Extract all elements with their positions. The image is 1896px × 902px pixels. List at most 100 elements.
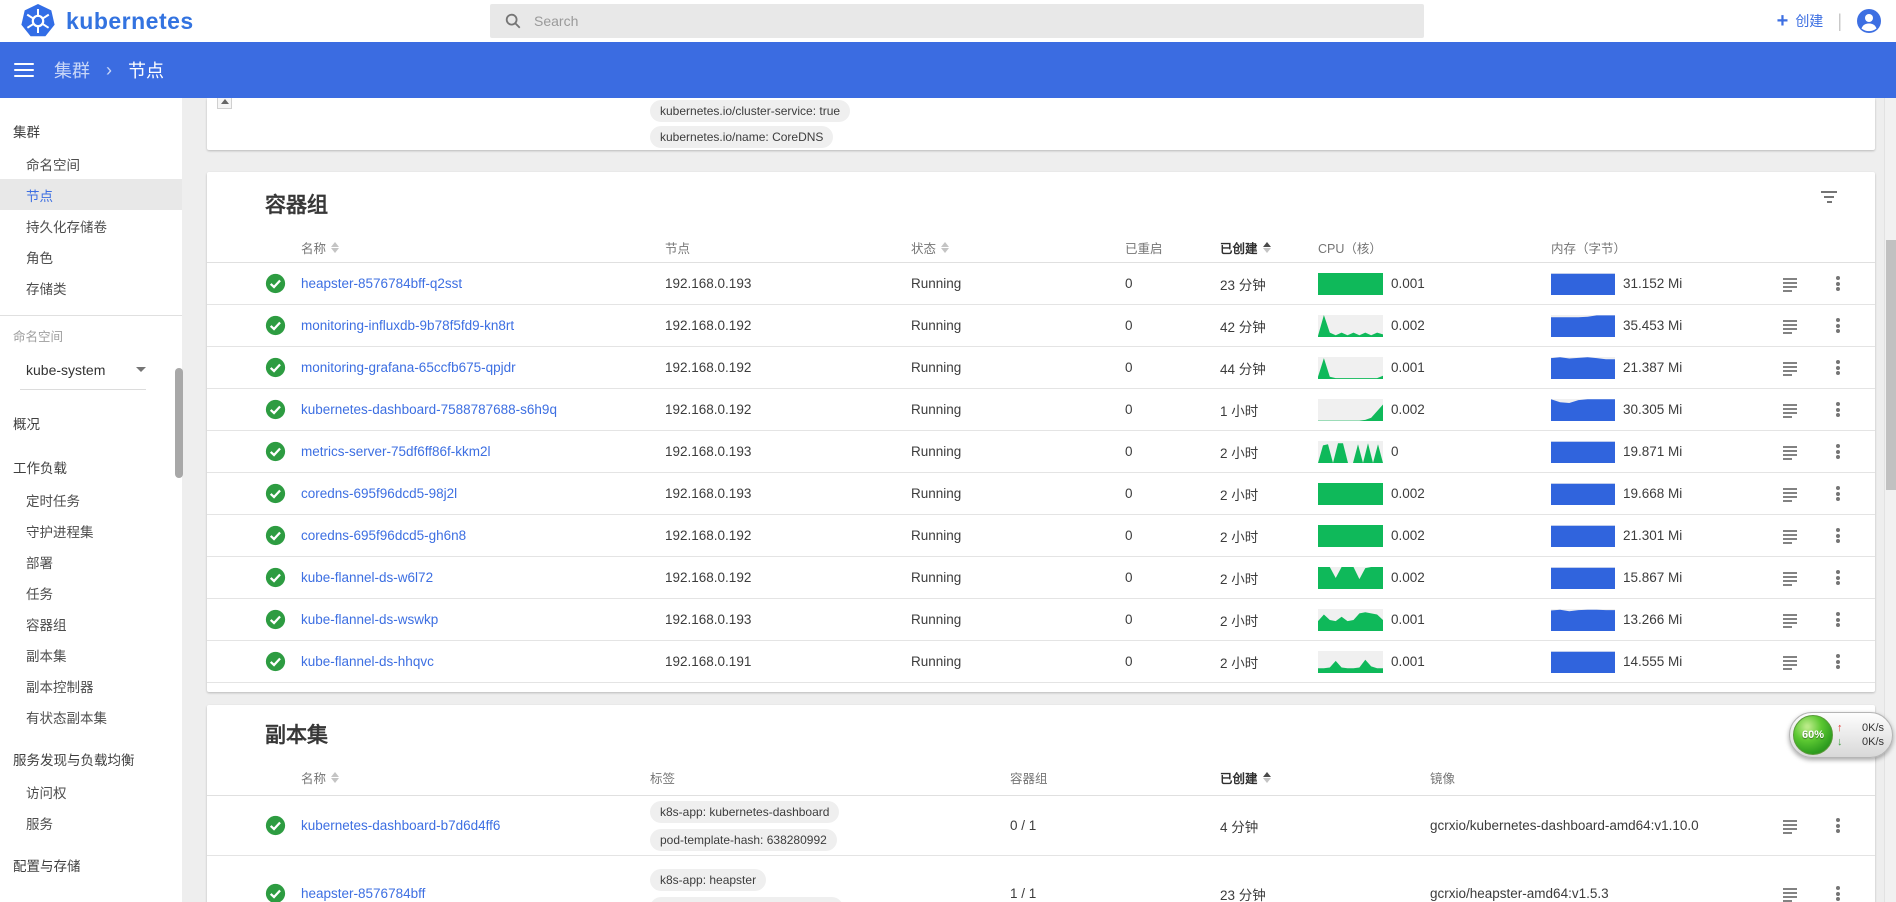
main-scrollbar-thumb[interactable] xyxy=(1886,240,1896,490)
breadcrumb-separator-icon: › xyxy=(106,59,112,80)
logs-button[interactable] xyxy=(1778,524,1802,548)
logs-button[interactable] xyxy=(1778,650,1802,674)
replicaset-name-link[interactable]: kubernetes-dashboard-b7d6d4ff6 xyxy=(301,818,501,833)
column-header[interactable]: 节点 xyxy=(665,238,911,257)
hamburger-menu-icon[interactable] xyxy=(14,59,34,81)
logs-button[interactable] xyxy=(1778,814,1802,838)
logs-button[interactable] xyxy=(1778,356,1802,380)
net-speed-widget[interactable]: 60% ↑ 0K/s ↓ 0K/s xyxy=(1789,712,1893,758)
search-input[interactable] xyxy=(534,13,1334,29)
pod-name-link[interactable]: heapster-8576784bff-q2sst xyxy=(301,276,463,291)
status-ok-icon xyxy=(265,441,286,462)
replicaset-pods: 1 / 1 xyxy=(1010,886,1037,901)
logs-button[interactable] xyxy=(1778,398,1802,422)
sidebar-item-角色[interactable]: 角色 xyxy=(26,250,53,266)
sidebar-item-守护进程集[interactable]: 守护进程集 xyxy=(26,524,94,540)
pod-name-link[interactable]: coredns-695f96dcd5-gh6n8 xyxy=(301,528,467,543)
row-menu-button[interactable] xyxy=(1826,566,1850,590)
column-header[interactable]: 状态 xyxy=(911,238,1125,257)
row-menu-button[interactable] xyxy=(1826,650,1850,674)
cpu-value: 0.002 xyxy=(1391,402,1425,417)
sidebar-item-副本控制器[interactable]: 副本控制器 xyxy=(26,679,94,695)
row-menu-button[interactable] xyxy=(1826,398,1850,422)
sidebar-item-服务[interactable]: 服务 xyxy=(26,816,53,832)
replicaset-name-link[interactable]: heapster-8576784bff xyxy=(301,886,426,901)
row-menu-button[interactable] xyxy=(1826,814,1850,838)
sidebar-item-任务[interactable]: 任务 xyxy=(26,586,53,602)
namespace-select[interactable]: kube-system xyxy=(20,350,146,390)
pod-name-link[interactable]: kube-flannel-ds-w6l72 xyxy=(301,570,434,585)
sidebar-scrollbar-thumb[interactable] xyxy=(175,368,183,478)
sidebar-section-概况[interactable]: 概况 xyxy=(13,417,40,432)
logs-icon xyxy=(1783,403,1797,418)
sidebar-item-访问权[interactable]: 访问权 xyxy=(26,785,67,801)
row-menu-button[interactable] xyxy=(1826,356,1850,380)
namespace-select-value: kube-system xyxy=(26,361,106,378)
pod-name-link[interactable]: monitoring-grafana-65ccfb675-qpjdr xyxy=(301,360,516,375)
pod-memory-metric: 13.266 Mi xyxy=(1551,608,1778,631)
sidebar-section-工作负载[interactable]: 工作负载 xyxy=(13,461,67,476)
column-header[interactable]: 名称 xyxy=(301,238,665,257)
row-menu-button[interactable] xyxy=(1826,524,1850,548)
column-header[interactable]: 容器组 xyxy=(1010,768,1220,787)
filter-icon[interactable] xyxy=(1819,188,1839,208)
main-scrollbar[interactable] xyxy=(1884,98,1896,902)
row-menu-button[interactable] xyxy=(1826,272,1850,296)
replicasets-card: 副本集 名称 标签 容器组 已创建 镜像 kubernetes-dashboard-b7… xyxy=(207,705,1875,902)
logs-button[interactable] xyxy=(1778,608,1802,632)
pod-name-link[interactable]: monitoring-influxdb-9b78f5fd9-kn8rt xyxy=(301,318,515,333)
pod-name-link[interactable]: kube-flannel-ds-wswkp xyxy=(301,612,439,627)
column-header[interactable]: 已重启 xyxy=(1125,238,1220,257)
sidebar-item-节点[interactable]: 节点 xyxy=(0,179,182,210)
sidebar-item-命名空间[interactable]: 命名空间 xyxy=(26,157,80,173)
pods-table-header: 名称 节点 状态 已重启 已创建 CPU（核） 内存（字节） xyxy=(207,232,1875,263)
sidebar-item-定时任务[interactable]: 定时任务 xyxy=(26,493,80,509)
logs-button[interactable] xyxy=(1778,566,1802,590)
logs-button[interactable] xyxy=(1778,272,1802,296)
cpu-gauge-badge: 60% xyxy=(1793,715,1833,755)
logs-button[interactable] xyxy=(1778,482,1802,506)
pod-restarts: 0 xyxy=(1125,654,1133,669)
column-header[interactable]: CPU（核） xyxy=(1318,238,1551,257)
column-header[interactable]: 标签 xyxy=(650,768,1010,787)
status-ok-icon xyxy=(265,399,286,420)
pod-memory-metric: 19.871 Mi xyxy=(1551,440,1778,463)
pod-name-link[interactable]: metrics-server-75df6ff86f-kkm2l xyxy=(301,444,491,459)
pod-name-link[interactable]: kube-flannel-ds-hhqvc xyxy=(301,654,434,669)
row-menu-button[interactable] xyxy=(1826,882,1850,902)
sidebar-item-持久化存储卷[interactable]: 持久化存储卷 xyxy=(26,219,107,235)
column-header[interactable]: 已创建 xyxy=(1220,768,1430,787)
row-menu-button[interactable] xyxy=(1826,482,1850,506)
kebab-menu-icon xyxy=(1836,275,1840,293)
row-menu-button[interactable] xyxy=(1826,440,1850,464)
column-header[interactable]: 已创建 xyxy=(1220,238,1318,257)
search-box[interactable] xyxy=(490,4,1424,38)
row-menu-button[interactable] xyxy=(1826,314,1850,338)
brand[interactable]: kubernetes xyxy=(20,3,194,39)
column-header[interactable]: 镜像 xyxy=(1430,768,1778,787)
pods-table: heapster-8576784bff-q2sst 192.168.0.193 Ru… xyxy=(207,263,1875,683)
logs-button[interactable] xyxy=(1778,314,1802,338)
sidebar-section-配置与存储[interactable]: 配置与存储 xyxy=(13,859,81,874)
create-label: 创建 xyxy=(1795,13,1824,29)
sidebar-item-部署[interactable]: 部署 xyxy=(26,555,53,571)
breadcrumb-item-cluster[interactable]: 集群 xyxy=(54,61,90,81)
pod-status-text: Running xyxy=(911,612,962,627)
pod-status xyxy=(265,273,301,294)
sidebar-section-服务发现与负载均衡[interactable]: 服务发现与负载均衡 xyxy=(13,753,135,768)
row-menu-button[interactable] xyxy=(1826,608,1850,632)
sidebar-item-有状态副本集[interactable]: 有状态副本集 xyxy=(26,710,107,726)
user-avatar-icon[interactable] xyxy=(1856,8,1882,34)
kebab-menu-icon xyxy=(1836,401,1840,419)
pod-name-link[interactable]: coredns-695f96dcd5-98j2l xyxy=(301,486,458,501)
sidebar-item-容器组[interactable]: 容器组 xyxy=(26,617,67,633)
sidebar-section-集群[interactable]: 集群 xyxy=(13,125,40,140)
sidebar-item-副本集[interactable]: 副本集 xyxy=(26,648,67,664)
create-button[interactable]: + 创建 xyxy=(1777,11,1824,31)
logs-button[interactable] xyxy=(1778,882,1802,902)
column-header[interactable]: 名称 xyxy=(301,768,650,787)
logs-button[interactable] xyxy=(1778,440,1802,464)
sidebar-item-存储类[interactable]: 存储类 xyxy=(26,281,67,297)
pod-name-link[interactable]: kubernetes-dashboard-7588787688-s6h9q xyxy=(301,402,557,417)
column-header[interactable]: 内存（字节） xyxy=(1551,238,1778,257)
